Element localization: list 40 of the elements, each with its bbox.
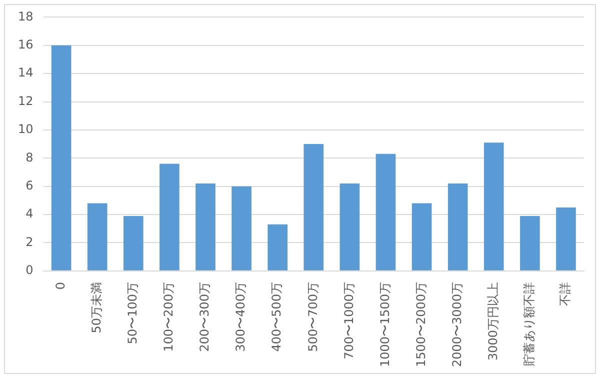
bar xyxy=(232,186,252,270)
y-tick-label: 12 xyxy=(18,94,34,108)
y-tick-label: 0 xyxy=(26,263,34,278)
bar xyxy=(376,154,396,270)
bar xyxy=(556,207,576,270)
bar xyxy=(160,164,180,270)
bar xyxy=(196,184,216,270)
y-tick-label: 2 xyxy=(26,234,34,249)
y-tick-label: 4 xyxy=(26,206,34,221)
x-tick-label: 300〜400万 xyxy=(234,282,248,352)
x-tick-label: 400〜500万 xyxy=(270,282,284,352)
y-tick-label: 14 xyxy=(18,66,34,80)
y-tick-label: 16 xyxy=(18,38,34,52)
bar xyxy=(412,203,432,270)
bar xyxy=(51,45,72,270)
x-tick-label: 貯蓄あり額不詳 xyxy=(522,282,536,366)
bar xyxy=(448,184,468,270)
bar xyxy=(87,203,108,270)
bar xyxy=(304,144,324,270)
y-tick-label: 6 xyxy=(26,178,34,192)
y-tick-label: 8 xyxy=(26,150,34,164)
x-tick-label: 50万未満 xyxy=(89,282,104,334)
bar xyxy=(123,216,144,270)
x-tick-label: 2000〜3000万 xyxy=(450,282,464,367)
bar xyxy=(340,184,360,270)
bar xyxy=(484,142,504,270)
bar xyxy=(268,224,288,270)
x-tick-label: 1000〜1500万 xyxy=(378,282,392,367)
y-tick-label: 10 xyxy=(18,122,34,136)
x-tick-label: 200〜300万 xyxy=(198,282,212,352)
x-tick-label: 700〜1000万 xyxy=(342,282,356,360)
x-tick-label: 50〜100万 xyxy=(126,282,140,344)
x-tick-label: 3000万円以上 xyxy=(486,282,500,360)
x-tick-label: 不詳 xyxy=(558,282,572,306)
x-tick-label: 1500〜2000万 xyxy=(414,282,428,367)
x-tick-label: 100〜200万 xyxy=(162,282,176,352)
x-tick-label: 0 xyxy=(53,282,68,290)
y-tick-label: 18 xyxy=(18,9,34,24)
bar xyxy=(520,216,540,270)
x-tick-label: 500〜700万 xyxy=(306,282,320,352)
